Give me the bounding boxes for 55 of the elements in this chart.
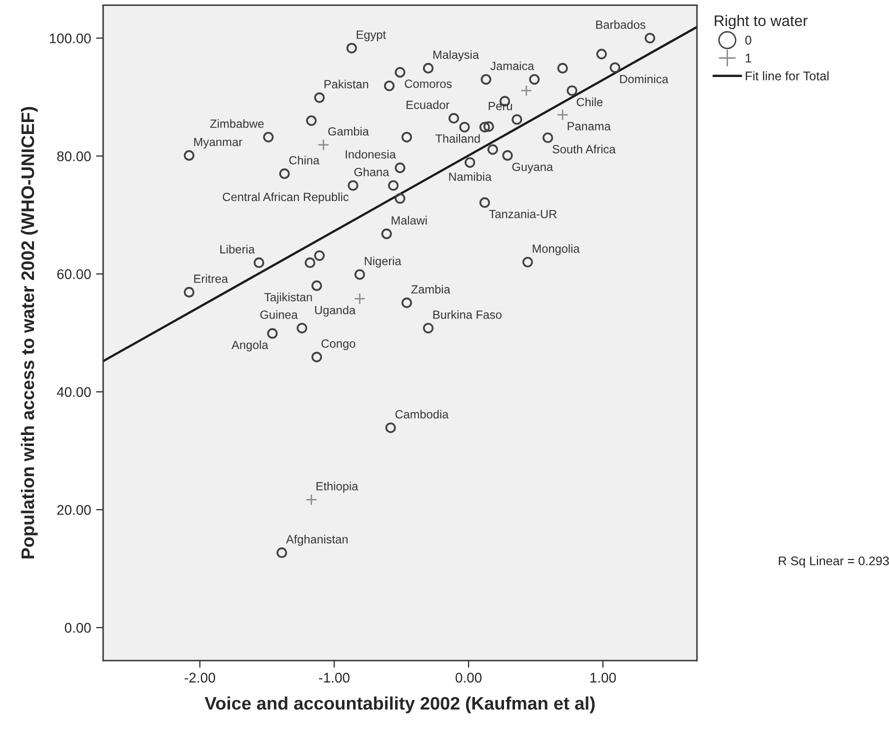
annotation: Guyana bbox=[512, 162, 554, 174]
annotation: Tanzania-UR bbox=[489, 210, 557, 218]
annotation: Tajikistan bbox=[264, 292, 312, 304]
text: R Sq Linear = 0.293 bbox=[778, 556, 889, 568]
annotation: Thailand bbox=[436, 134, 480, 143]
annotation: Ghana bbox=[354, 168, 390, 176]
annotation: Gambia bbox=[328, 126, 369, 136]
annotation: Zambia bbox=[411, 284, 450, 294]
annotation: Angola bbox=[232, 340, 268, 352]
y-tick-label: 60.00 bbox=[57, 269, 91, 280]
annotation: Egypt bbox=[356, 30, 386, 42]
annotation: Uganda bbox=[315, 306, 356, 317]
annotation: South Africa bbox=[552, 144, 616, 154]
y-tick-label: 0.00 bbox=[64, 622, 91, 633]
y-axis-title: Population with access to water 2002 (WHO-UNICEF) bbox=[20, 107, 38, 558]
annotation: Malawi bbox=[392, 216, 427, 225]
annotation: Comoros bbox=[404, 80, 452, 88]
annotation: Pakistan bbox=[324, 80, 368, 88]
annotation: Dominica bbox=[620, 74, 668, 84]
annotation: Afghanistan bbox=[286, 534, 348, 546]
x-tick-label: -2.00 bbox=[184, 672, 216, 683]
annotation: Panama bbox=[568, 122, 611, 130]
annotation: Central African Republic bbox=[222, 192, 349, 204]
annotation: Indonesia bbox=[346, 150, 396, 159]
annotation: Zimbabwe bbox=[210, 119, 264, 128]
annotation: Ecuador bbox=[406, 100, 450, 110]
x-tick-label: 0.00 bbox=[456, 672, 482, 683]
annotation: Barbados bbox=[596, 20, 646, 29]
annotation: Cambodia bbox=[395, 410, 449, 418]
legend-title: Right to water bbox=[714, 14, 808, 30]
x-tick-label: -1.00 bbox=[319, 672, 350, 683]
annotation: Peru bbox=[488, 102, 512, 110]
y-tick-label: 80.00 bbox=[57, 151, 91, 162]
annotation: Ethiopia bbox=[316, 482, 358, 493]
x-axis-title: Voice and accountability 2002 (Kaufman et al) bbox=[204, 696, 595, 714]
annotation: Mongolia bbox=[532, 244, 580, 256]
annotation: Jamaica bbox=[490, 61, 534, 70]
x-tick-label: 1.00 bbox=[590, 672, 616, 683]
annotation: Namibia bbox=[449, 172, 492, 181]
annotation: Malaysia bbox=[433, 50, 480, 62]
annotation: Nigeria bbox=[364, 256, 402, 268]
y-tick-label: 20.00 bbox=[57, 505, 91, 515]
annotation: Burkina Faso bbox=[433, 310, 502, 319]
annotation: Chile bbox=[576, 98, 603, 106]
legend-label: 1 bbox=[746, 54, 752, 62]
annotation: Liberia bbox=[220, 244, 255, 254]
y-tick-label: 100.00 bbox=[50, 33, 91, 44]
y-tick-label: 40.00 bbox=[56, 387, 91, 397]
legend-label: Fit line for Total bbox=[746, 71, 829, 80]
annotation: Myanmar bbox=[194, 138, 242, 148]
annotation: China bbox=[289, 156, 320, 164]
annotation: Eritrea bbox=[194, 274, 228, 283]
annotation: Congo bbox=[322, 339, 356, 350]
annotation: Guinea bbox=[260, 310, 298, 319]
legend-label: 0 bbox=[745, 36, 752, 45]
